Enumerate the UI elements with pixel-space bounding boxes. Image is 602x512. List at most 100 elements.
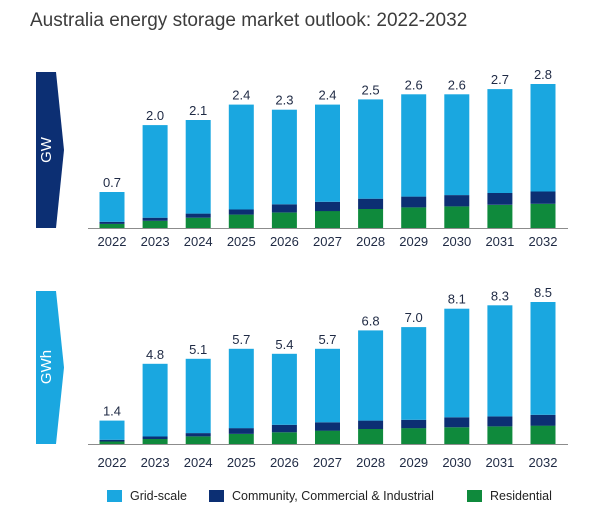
bar-segment-grid_scale-2023 — [142, 125, 168, 218]
bar-segment-cci-2022 — [99, 221, 125, 224]
bar-segment-cci-2023 — [142, 436, 168, 439]
chart-title: Australia energy storage market outlook:… — [30, 10, 468, 31]
gwh-unit-tab — [36, 291, 64, 444]
bar-segment-cci-2031 — [487, 193, 513, 205]
bar-segment-residential-2022 — [99, 441, 125, 444]
total-label-2023: 4.8 — [146, 347, 164, 362]
bar-segment-grid_scale-2030 — [444, 308, 470, 418]
bar-segment-residential-2031 — [487, 204, 513, 228]
x-tick-label-2022: 2022 — [98, 455, 127, 470]
bar-segment-cci-2028 — [358, 198, 384, 209]
bar-segment-residential-2029 — [401, 207, 427, 228]
bar-segment-cci-2024 — [185, 433, 211, 437]
bar-segment-grid_scale-2026 — [271, 109, 297, 205]
x-tick-label-2032: 2032 — [529, 234, 558, 249]
bar-segment-residential-2029 — [401, 428, 427, 444]
bar-segment-residential-2031 — [487, 426, 513, 444]
bar-segment-residential-2028 — [358, 429, 384, 444]
bar-segment-grid_scale-2032 — [530, 302, 556, 415]
x-tick-label-2025: 2025 — [227, 234, 256, 249]
bar-segment-cci-2030 — [444, 195, 470, 207]
bar-segment-grid_scale-2029 — [401, 94, 427, 197]
x-tick-label-2024: 2024 — [184, 455, 213, 470]
bar-segment-cci-2029 — [401, 419, 427, 429]
x-tick-label-2031: 2031 — [485, 455, 514, 470]
bar-segment-grid_scale-2028 — [358, 330, 384, 421]
bar-segment-cci-2029 — [401, 196, 427, 208]
gwh-unit-label: GWh — [38, 350, 55, 384]
bar-segment-cci-2031 — [487, 416, 513, 427]
bar-segment-residential-2026 — [271, 432, 297, 444]
total-label-2029: 2.6 — [405, 77, 423, 92]
total-label-2030: 2.6 — [448, 77, 466, 92]
total-label-2032: 8.5 — [534, 285, 552, 300]
bar-segment-residential-2024 — [185, 436, 211, 444]
total-label-2029: 7.0 — [405, 310, 423, 325]
bar-segment-grid_scale-2031 — [487, 305, 513, 417]
bar-segment-residential-2023 — [142, 220, 168, 228]
x-tick-label-2025: 2025 — [227, 455, 256, 470]
legend-item-residential: Residential — [467, 488, 552, 504]
x-tick-label-2027: 2027 — [313, 234, 342, 249]
bar-segment-cci-2030 — [444, 417, 470, 428]
bar-segment-grid_scale-2028 — [358, 99, 384, 199]
x-tick-label-2023: 2023 — [141, 234, 170, 249]
x-tick-label-2030: 2030 — [442, 234, 471, 249]
bar-segment-cci-2023 — [142, 217, 168, 221]
total-label-2028: 6.8 — [362, 313, 380, 328]
legend-label-grid-scale: Grid-scale — [130, 489, 187, 503]
legend-item-cci: Community, Commercial & Industrial — [209, 488, 434, 504]
bar-segment-residential-2023 — [142, 439, 168, 444]
gw-unit-tab — [36, 72, 64, 228]
bar-segment-cci-2032 — [530, 191, 556, 204]
total-label-2025: 5.7 — [232, 332, 250, 347]
x-tick-label-2030: 2030 — [442, 455, 471, 470]
total-label-2030: 8.1 — [448, 292, 466, 307]
legend-label-cci: Community, Commercial & Industrial — [232, 489, 434, 503]
legend-label-residential: Residential — [490, 489, 552, 503]
x-tick-label-2028: 2028 — [356, 455, 385, 470]
bar-segment-residential-2024 — [185, 217, 211, 228]
x-tick-label-2028: 2028 — [356, 234, 385, 249]
bar-segment-grid_scale-2031 — [487, 89, 513, 193]
bar-segment-grid_scale-2022 — [99, 192, 125, 222]
bar-segment-residential-2030 — [444, 427, 470, 444]
bar-segment-grid_scale-2025 — [228, 104, 254, 210]
bar-segment-cci-2025 — [228, 428, 254, 434]
x-tick-label-2022: 2022 — [98, 234, 127, 249]
bar-segment-residential-2028 — [358, 209, 384, 228]
bar-segment-grid_scale-2030 — [444, 94, 470, 196]
bar-segment-cci-2027 — [315, 422, 340, 431]
bar-segment-residential-2027 — [315, 430, 340, 444]
total-label-2023: 2.0 — [146, 108, 164, 123]
x-tick-label-2026: 2026 — [270, 455, 299, 470]
bar-segment-residential-2026 — [271, 212, 297, 228]
x-tick-label-2032: 2032 — [529, 455, 558, 470]
bar-segment-cci-2027 — [315, 201, 340, 212]
bar-segment-cci-2024 — [185, 213, 211, 218]
gw-unit-label: GW — [38, 136, 55, 163]
bar-segment-residential-2032 — [530, 203, 556, 228]
total-label-2027: 2.4 — [318, 88, 336, 103]
legend-item-grid-scale: Grid-scale — [107, 488, 187, 504]
x-tick-label-2029: 2029 — [399, 234, 428, 249]
total-label-2028: 2.5 — [362, 82, 380, 97]
total-label-2024: 2.1 — [189, 103, 207, 118]
bar-segment-grid_scale-2027 — [315, 348, 340, 423]
bar-segment-residential-2022 — [99, 223, 125, 228]
x-tick-label-2027: 2027 — [313, 455, 342, 470]
bar-segment-grid_scale-2027 — [315, 104, 340, 202]
bar-segment-cci-2025 — [228, 209, 254, 215]
bar-segment-grid_scale-2023 — [142, 363, 168, 437]
x-tick-label-2024: 2024 — [184, 234, 213, 249]
bar-segment-cci-2026 — [271, 424, 297, 433]
bar-segment-residential-2025 — [228, 434, 254, 444]
bar-segment-grid_scale-2029 — [401, 327, 427, 420]
bar-segment-cci-2032 — [530, 414, 556, 426]
storage-outlook-charts: GW 0.7 2022 2.0 2023 2.1 2024 2.4 2025 2.3 2026 2.4… — [36, 67, 568, 470]
total-label-2026: 5.4 — [275, 337, 293, 352]
total-label-2031: 8.3 — [491, 288, 509, 303]
gw-chart-panel: GW 0.7 2022 2.0 2023 2.1 2024 2.4 2025 2.3 2026 2.4… — [36, 67, 568, 249]
total-label-2025: 2.4 — [232, 88, 250, 103]
bar-segment-cci-2028 — [358, 420, 384, 429]
